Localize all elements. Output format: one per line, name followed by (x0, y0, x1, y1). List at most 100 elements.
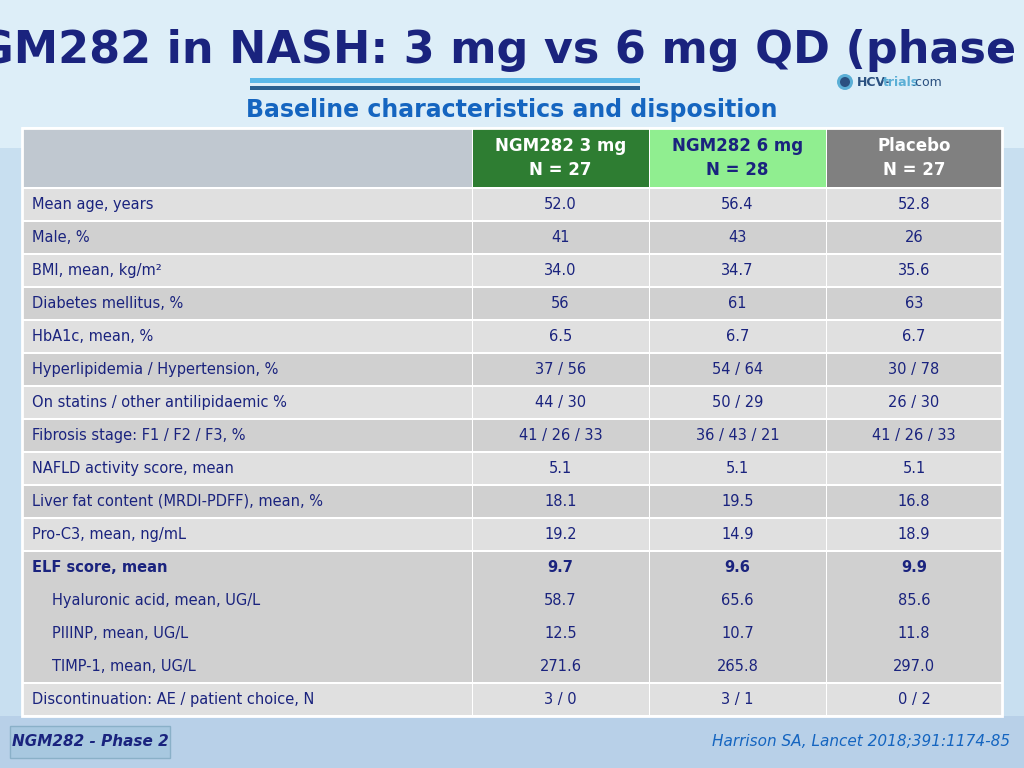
Bar (1001, 485, 1002, 518)
Text: Male, %: Male, % (32, 230, 90, 245)
Bar (825, 353, 827, 386)
Bar (22, 352, 1002, 353)
Text: Baseline characteristics and disposition: Baseline characteristics and disposition (246, 98, 778, 122)
Bar (22, 551, 23, 683)
Text: 65.6: 65.6 (721, 593, 754, 608)
Text: 34.7: 34.7 (721, 263, 754, 278)
Bar (22, 287, 23, 320)
Bar (0, 0, 1024, 148)
Bar (825, 128, 827, 188)
Text: 10.7: 10.7 (721, 626, 754, 641)
Bar (648, 683, 650, 716)
Text: 9.9: 9.9 (901, 560, 927, 575)
Bar (825, 419, 827, 452)
Bar (648, 353, 650, 386)
Bar (472, 128, 649, 188)
Bar (1001, 353, 1002, 386)
Bar (471, 221, 473, 254)
Bar (22, 320, 23, 353)
Text: NGM282 6 mg
N = 28: NGM282 6 mg N = 28 (672, 137, 803, 179)
Bar (22, 128, 23, 188)
Text: 5.1: 5.1 (902, 461, 926, 476)
Bar (1001, 452, 1002, 485)
Bar (471, 188, 473, 221)
Text: 9.6: 9.6 (725, 560, 751, 575)
Bar (22, 128, 1002, 716)
Text: 19.5: 19.5 (721, 494, 754, 509)
Bar (22, 683, 23, 716)
Bar (1001, 188, 1002, 221)
Bar (825, 518, 827, 551)
Text: 37 / 56: 37 / 56 (535, 362, 586, 377)
Text: 43: 43 (728, 230, 746, 245)
Bar (22, 419, 1002, 452)
Bar (22, 484, 1002, 485)
Text: 56.4: 56.4 (721, 197, 754, 212)
Text: 9.7: 9.7 (548, 560, 573, 575)
Text: 18.9: 18.9 (898, 527, 930, 542)
Bar (22, 188, 1002, 221)
Bar (648, 551, 650, 683)
Text: 0 / 2: 0 / 2 (898, 692, 931, 707)
Bar (22, 386, 1002, 419)
Bar (648, 386, 650, 419)
Bar (471, 485, 473, 518)
Text: 271.6: 271.6 (540, 659, 582, 674)
Text: 41 / 26 / 33: 41 / 26 / 33 (519, 428, 602, 443)
Bar (648, 221, 650, 254)
Text: NGM282 3 mg
N = 27: NGM282 3 mg N = 27 (495, 137, 626, 179)
Bar (648, 320, 650, 353)
Bar (649, 128, 826, 188)
Bar (825, 320, 827, 353)
Bar (22, 682, 1002, 684)
Bar (22, 518, 23, 551)
Text: HCV-: HCV- (857, 75, 891, 88)
Text: Pro-C3, mean, ng/mL: Pro-C3, mean, ng/mL (32, 527, 186, 542)
Circle shape (837, 74, 853, 90)
Text: NGM282 in NASH: 3 mg vs 6 mg QD (phase 2): NGM282 in NASH: 3 mg vs 6 mg QD (phase 2… (0, 28, 1024, 71)
Text: PIIINP, mean, UG/L: PIIINP, mean, UG/L (52, 626, 188, 641)
Text: 61: 61 (728, 296, 746, 311)
Text: On statins / other antilipidaemic %: On statins / other antilipidaemic % (32, 395, 287, 410)
Bar (1001, 419, 1002, 452)
Bar (22, 385, 1002, 386)
Bar (471, 128, 473, 188)
Bar (22, 127, 1002, 128)
Bar (22, 187, 1002, 188)
Text: 52.8: 52.8 (898, 197, 931, 212)
Text: 34.0: 34.0 (544, 263, 577, 278)
Bar (1001, 221, 1002, 254)
Text: 5.1: 5.1 (549, 461, 572, 476)
Text: HbA1c, mean, %: HbA1c, mean, % (32, 329, 154, 344)
Bar (648, 518, 650, 551)
Bar (22, 221, 1002, 254)
Bar (825, 551, 827, 683)
Text: Mean age, years: Mean age, years (32, 197, 154, 212)
Bar (648, 128, 650, 188)
Bar (825, 386, 827, 419)
Bar (22, 451, 1002, 452)
Bar (22, 715, 1002, 717)
Bar (648, 287, 650, 320)
Bar (648, 188, 650, 221)
Text: 56: 56 (551, 296, 569, 311)
Text: Liver fat content (MRDI-PDFF), mean, %: Liver fat content (MRDI-PDFF), mean, % (32, 494, 323, 509)
Bar (22, 319, 1002, 320)
Text: Diabetes mellitus, %: Diabetes mellitus, % (32, 296, 183, 311)
Text: 5.1: 5.1 (726, 461, 750, 476)
Text: 52.0: 52.0 (544, 197, 577, 212)
Bar (825, 188, 827, 221)
Bar (22, 254, 23, 287)
Bar (22, 386, 23, 419)
Bar (471, 452, 473, 485)
Text: 58.7: 58.7 (544, 593, 577, 608)
Text: 18.1: 18.1 (544, 494, 577, 509)
Bar (22, 220, 1002, 221)
Bar (471, 419, 473, 452)
Bar (1001, 254, 1002, 287)
Bar (471, 551, 473, 683)
Bar (648, 419, 650, 452)
Text: ELF score, mean: ELF score, mean (32, 560, 168, 575)
Bar (825, 485, 827, 518)
Bar (1001, 128, 1002, 188)
